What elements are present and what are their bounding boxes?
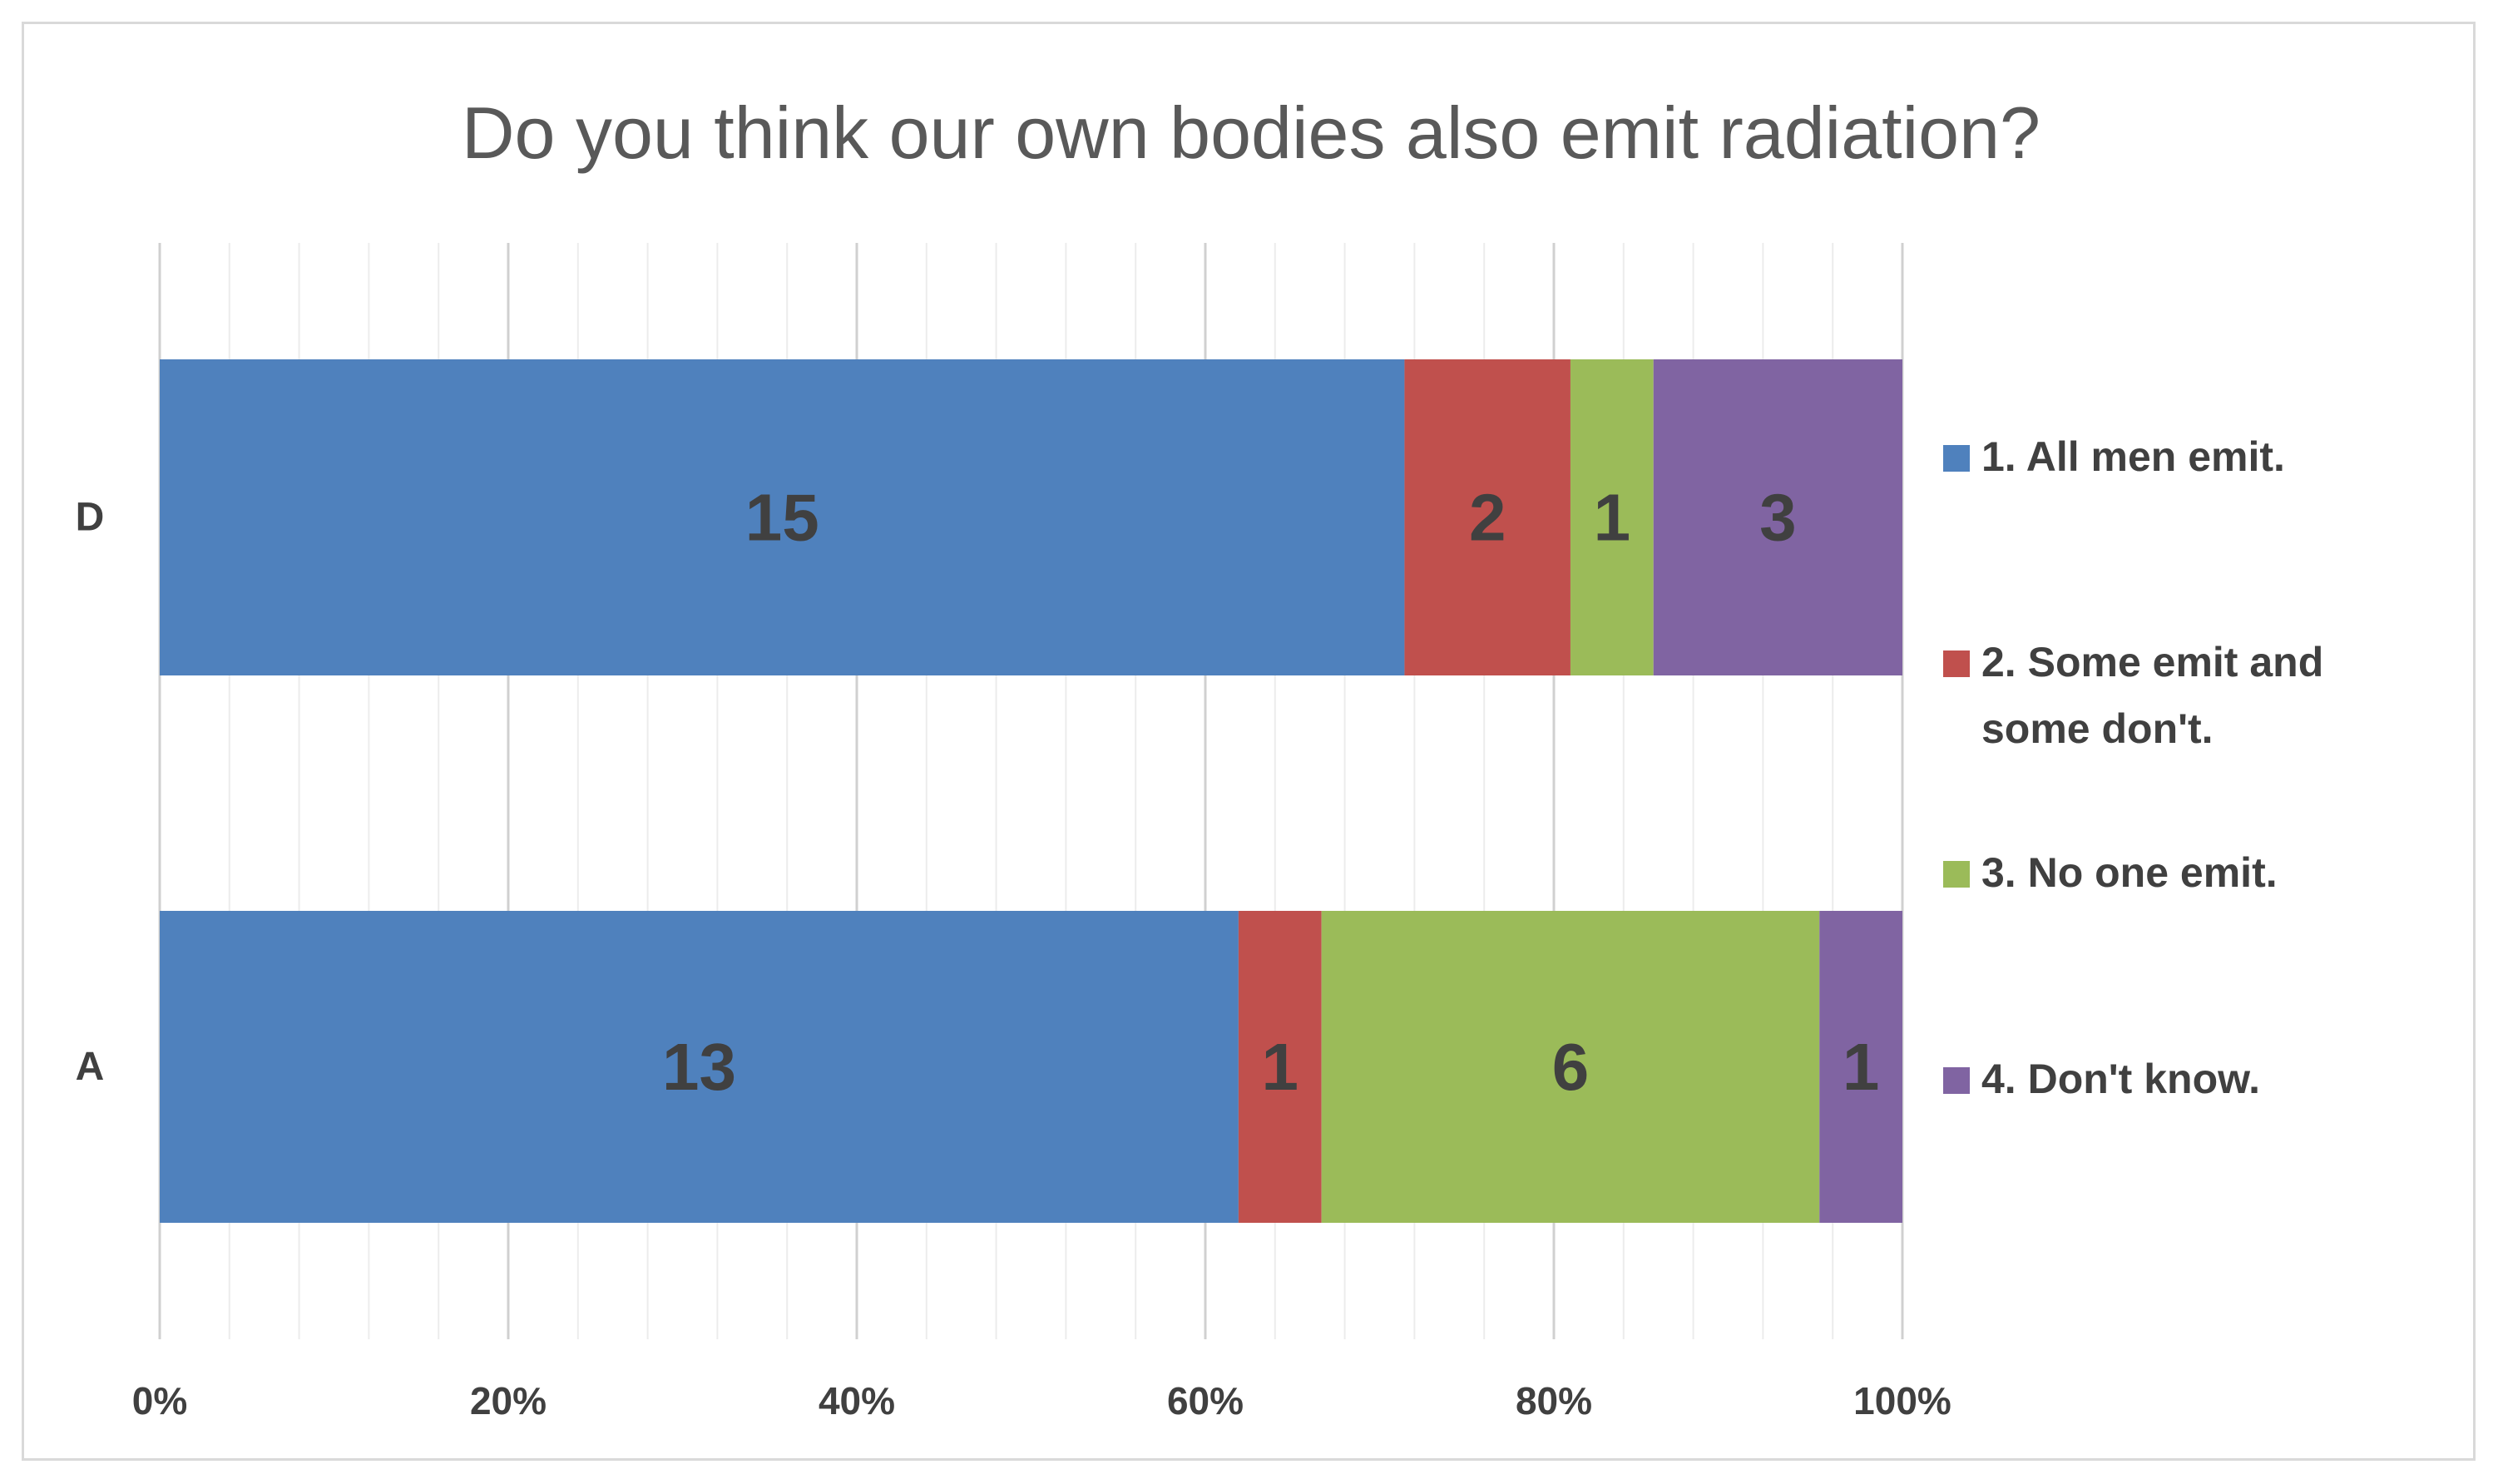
legend-item-3: 3. No one emit. [1943, 849, 2414, 906]
x-tick-label: 100% [1853, 1379, 1951, 1422]
category-label-A: A [76, 1045, 105, 1089]
legend-label: 3. No one emit. [1981, 849, 2278, 896]
x-tick-label: 0% [132, 1379, 187, 1422]
x-tick-label: 60% [1167, 1379, 1244, 1422]
bars [160, 359, 1902, 1223]
legend-label: 4. Don't know. [1981, 1056, 2261, 1102]
data-label-D-4: 3 [1759, 481, 1797, 555]
legend-swatch [1943, 1067, 1970, 1094]
legend-item-4: 4. Don't know. [1943, 1056, 2414, 1112]
data-label-A-4: 1 [1843, 1030, 1880, 1104]
bar-segment-D-1 [160, 359, 1405, 675]
category-labels: DA [76, 496, 105, 1090]
legend-swatch [1943, 445, 1970, 472]
legend-swatch [1943, 650, 1970, 677]
data-label-D-3: 1 [1594, 481, 1631, 555]
legend-item-2: 2. Some emit and some don't. [1943, 639, 2414, 762]
legend-label: 1. All men emit. [1981, 433, 2285, 480]
bar-segment-A-4 [1819, 911, 1902, 1223]
x-tick-label: 20% [470, 1379, 547, 1422]
x-tick-label: 80% [1516, 1379, 1592, 1422]
bar-segment-A-1 [160, 911, 1239, 1223]
bar-segment-A-2 [1238, 911, 1322, 1223]
data-label-A-3: 6 [1552, 1030, 1590, 1104]
legend-label: 2. Some emit and some don't. [1981, 639, 2324, 752]
chart-title: Do you think our own bodies also emit ra… [462, 92, 2040, 174]
data-label-A-2: 1 [1262, 1030, 1299, 1104]
bar-segment-A-3 [1321, 911, 1820, 1223]
legend-item-1: 1. All men emit. [1943, 433, 2414, 490]
data-labels: 15 2 1 313 1 6 1 [662, 481, 1879, 1105]
legend-swatch [1943, 861, 1970, 888]
bar-segment-D-3 [1570, 359, 1654, 675]
x-tick-label: 40% [819, 1379, 895, 1422]
data-label-D-2: 2 [1469, 481, 1506, 555]
bar-segment-D-2 [1404, 359, 1571, 675]
x-tick-labels: 0% 20% 40% 60% 80% 100% [132, 1379, 1951, 1422]
category-label-D: D [76, 496, 105, 540]
data-label-A-1: 13 [662, 1030, 736, 1104]
bar-segment-D-4 [1653, 359, 1902, 675]
data-label-D-1: 15 [745, 481, 819, 555]
